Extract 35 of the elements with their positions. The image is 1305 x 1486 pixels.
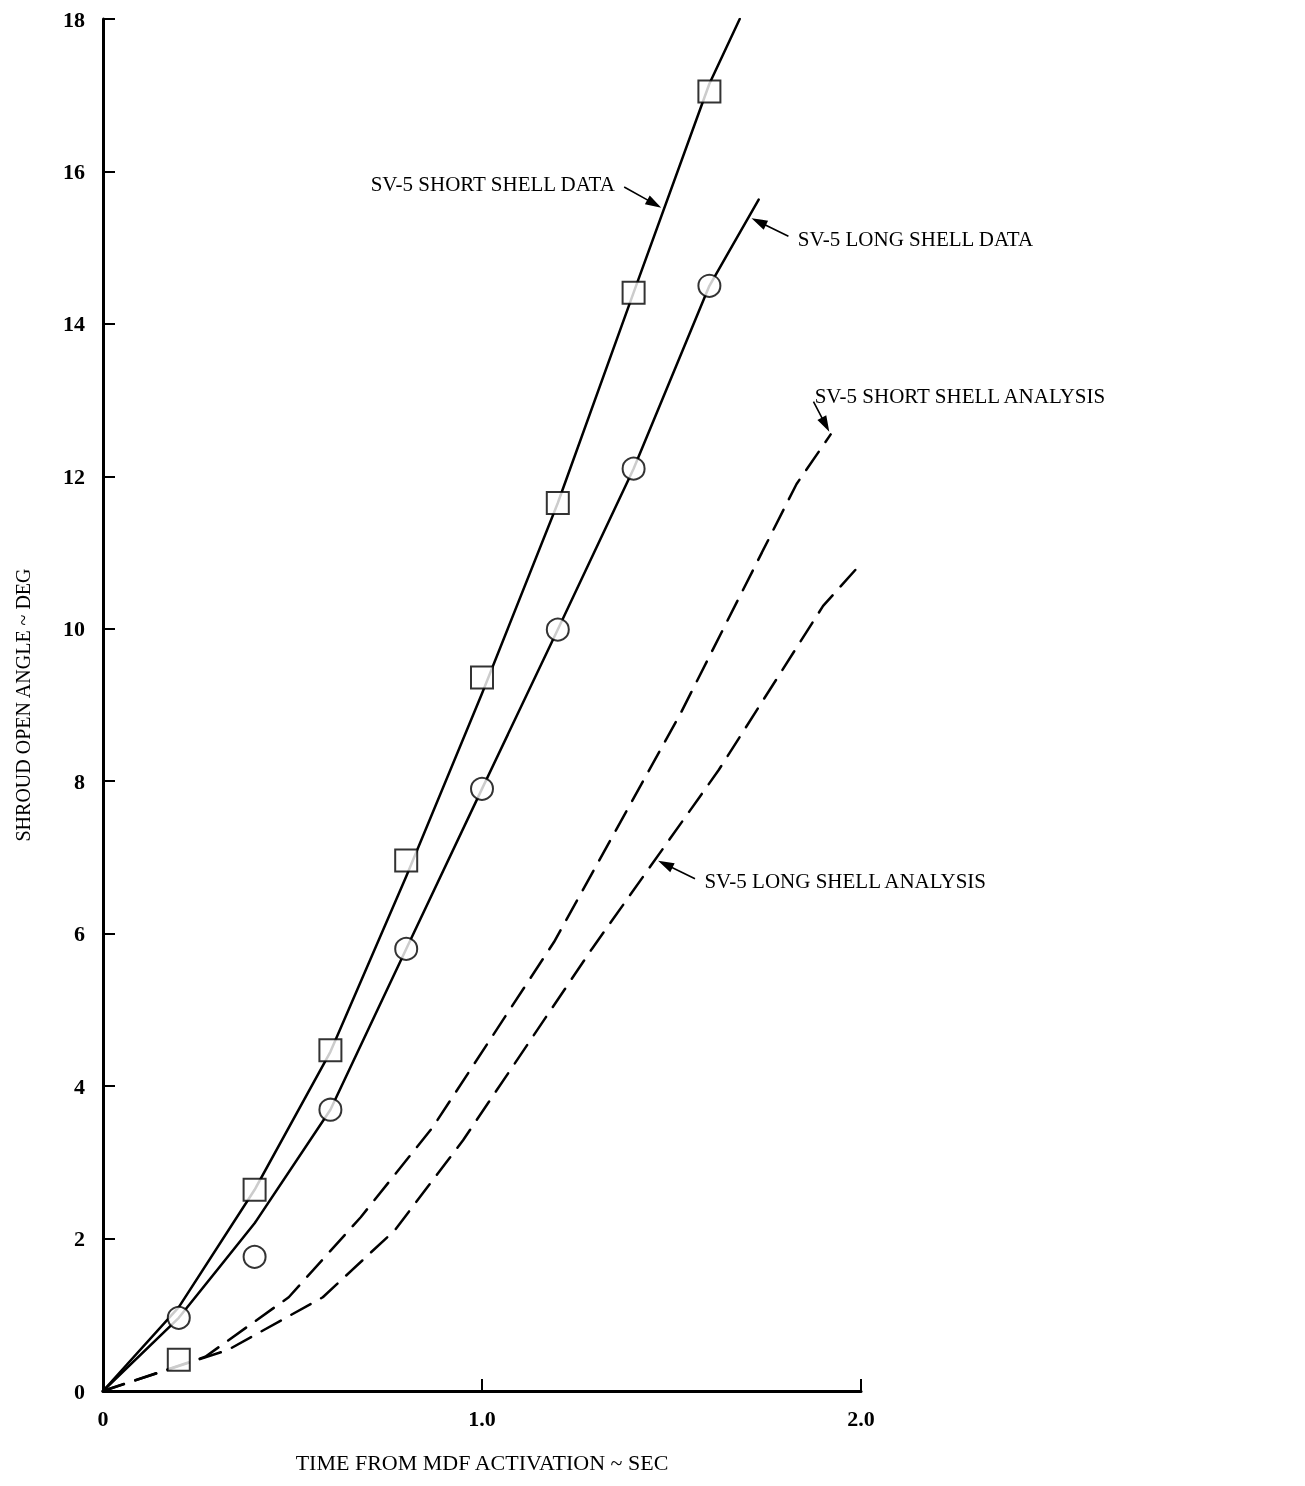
x-axis-title: TIME FROM MDF ACTIVATION ~ SEC bbox=[295, 1449, 669, 1475]
point bbox=[545, 491, 570, 516]
y-tick-label: 8 bbox=[74, 768, 85, 794]
point bbox=[242, 1244, 267, 1269]
point bbox=[621, 280, 646, 305]
point bbox=[394, 936, 419, 961]
y-tick-label: 2 bbox=[74, 1226, 85, 1252]
x-tick-label: 1.0 bbox=[468, 1405, 496, 1431]
y-tick-label: 4 bbox=[74, 1073, 85, 1099]
point bbox=[470, 776, 494, 801]
point bbox=[470, 665, 494, 690]
point bbox=[545, 617, 570, 642]
point bbox=[166, 1305, 191, 1330]
x-tick-label: 2.0 bbox=[847, 1405, 875, 1431]
point bbox=[394, 848, 419, 873]
y-tick-label: 6 bbox=[74, 921, 85, 947]
y-tick-label: 10 bbox=[63, 616, 85, 642]
text: SV-5 SHORT SHELL DATA bbox=[370, 172, 616, 197]
y-tick-label: 16 bbox=[63, 158, 85, 184]
y-tick-label: 14 bbox=[63, 311, 85, 337]
point bbox=[166, 1347, 191, 1372]
y-axis-title: SHROUD OPEN ANGLE ~ DEG bbox=[12, 568, 34, 842]
point bbox=[242, 1177, 267, 1202]
point bbox=[697, 79, 722, 104]
y-tick-label: 0 bbox=[74, 1378, 85, 1404]
point bbox=[697, 273, 722, 298]
point bbox=[318, 1097, 343, 1122]
x-tick-label: 0 bbox=[97, 1405, 109, 1431]
legend-label: SV-5 LONG SHELL DATA bbox=[797, 226, 1034, 251]
y-tick-label: 12 bbox=[63, 463, 85, 489]
legend-label: SV-5 LONG SHELL ANALYSIS bbox=[704, 869, 987, 894]
y-tick-label: 18 bbox=[63, 6, 85, 32]
point bbox=[621, 456, 646, 481]
point bbox=[318, 1038, 343, 1063]
series-label: SV-5 SHORT SHELL ANALYSIS bbox=[814, 384, 1106, 409]
